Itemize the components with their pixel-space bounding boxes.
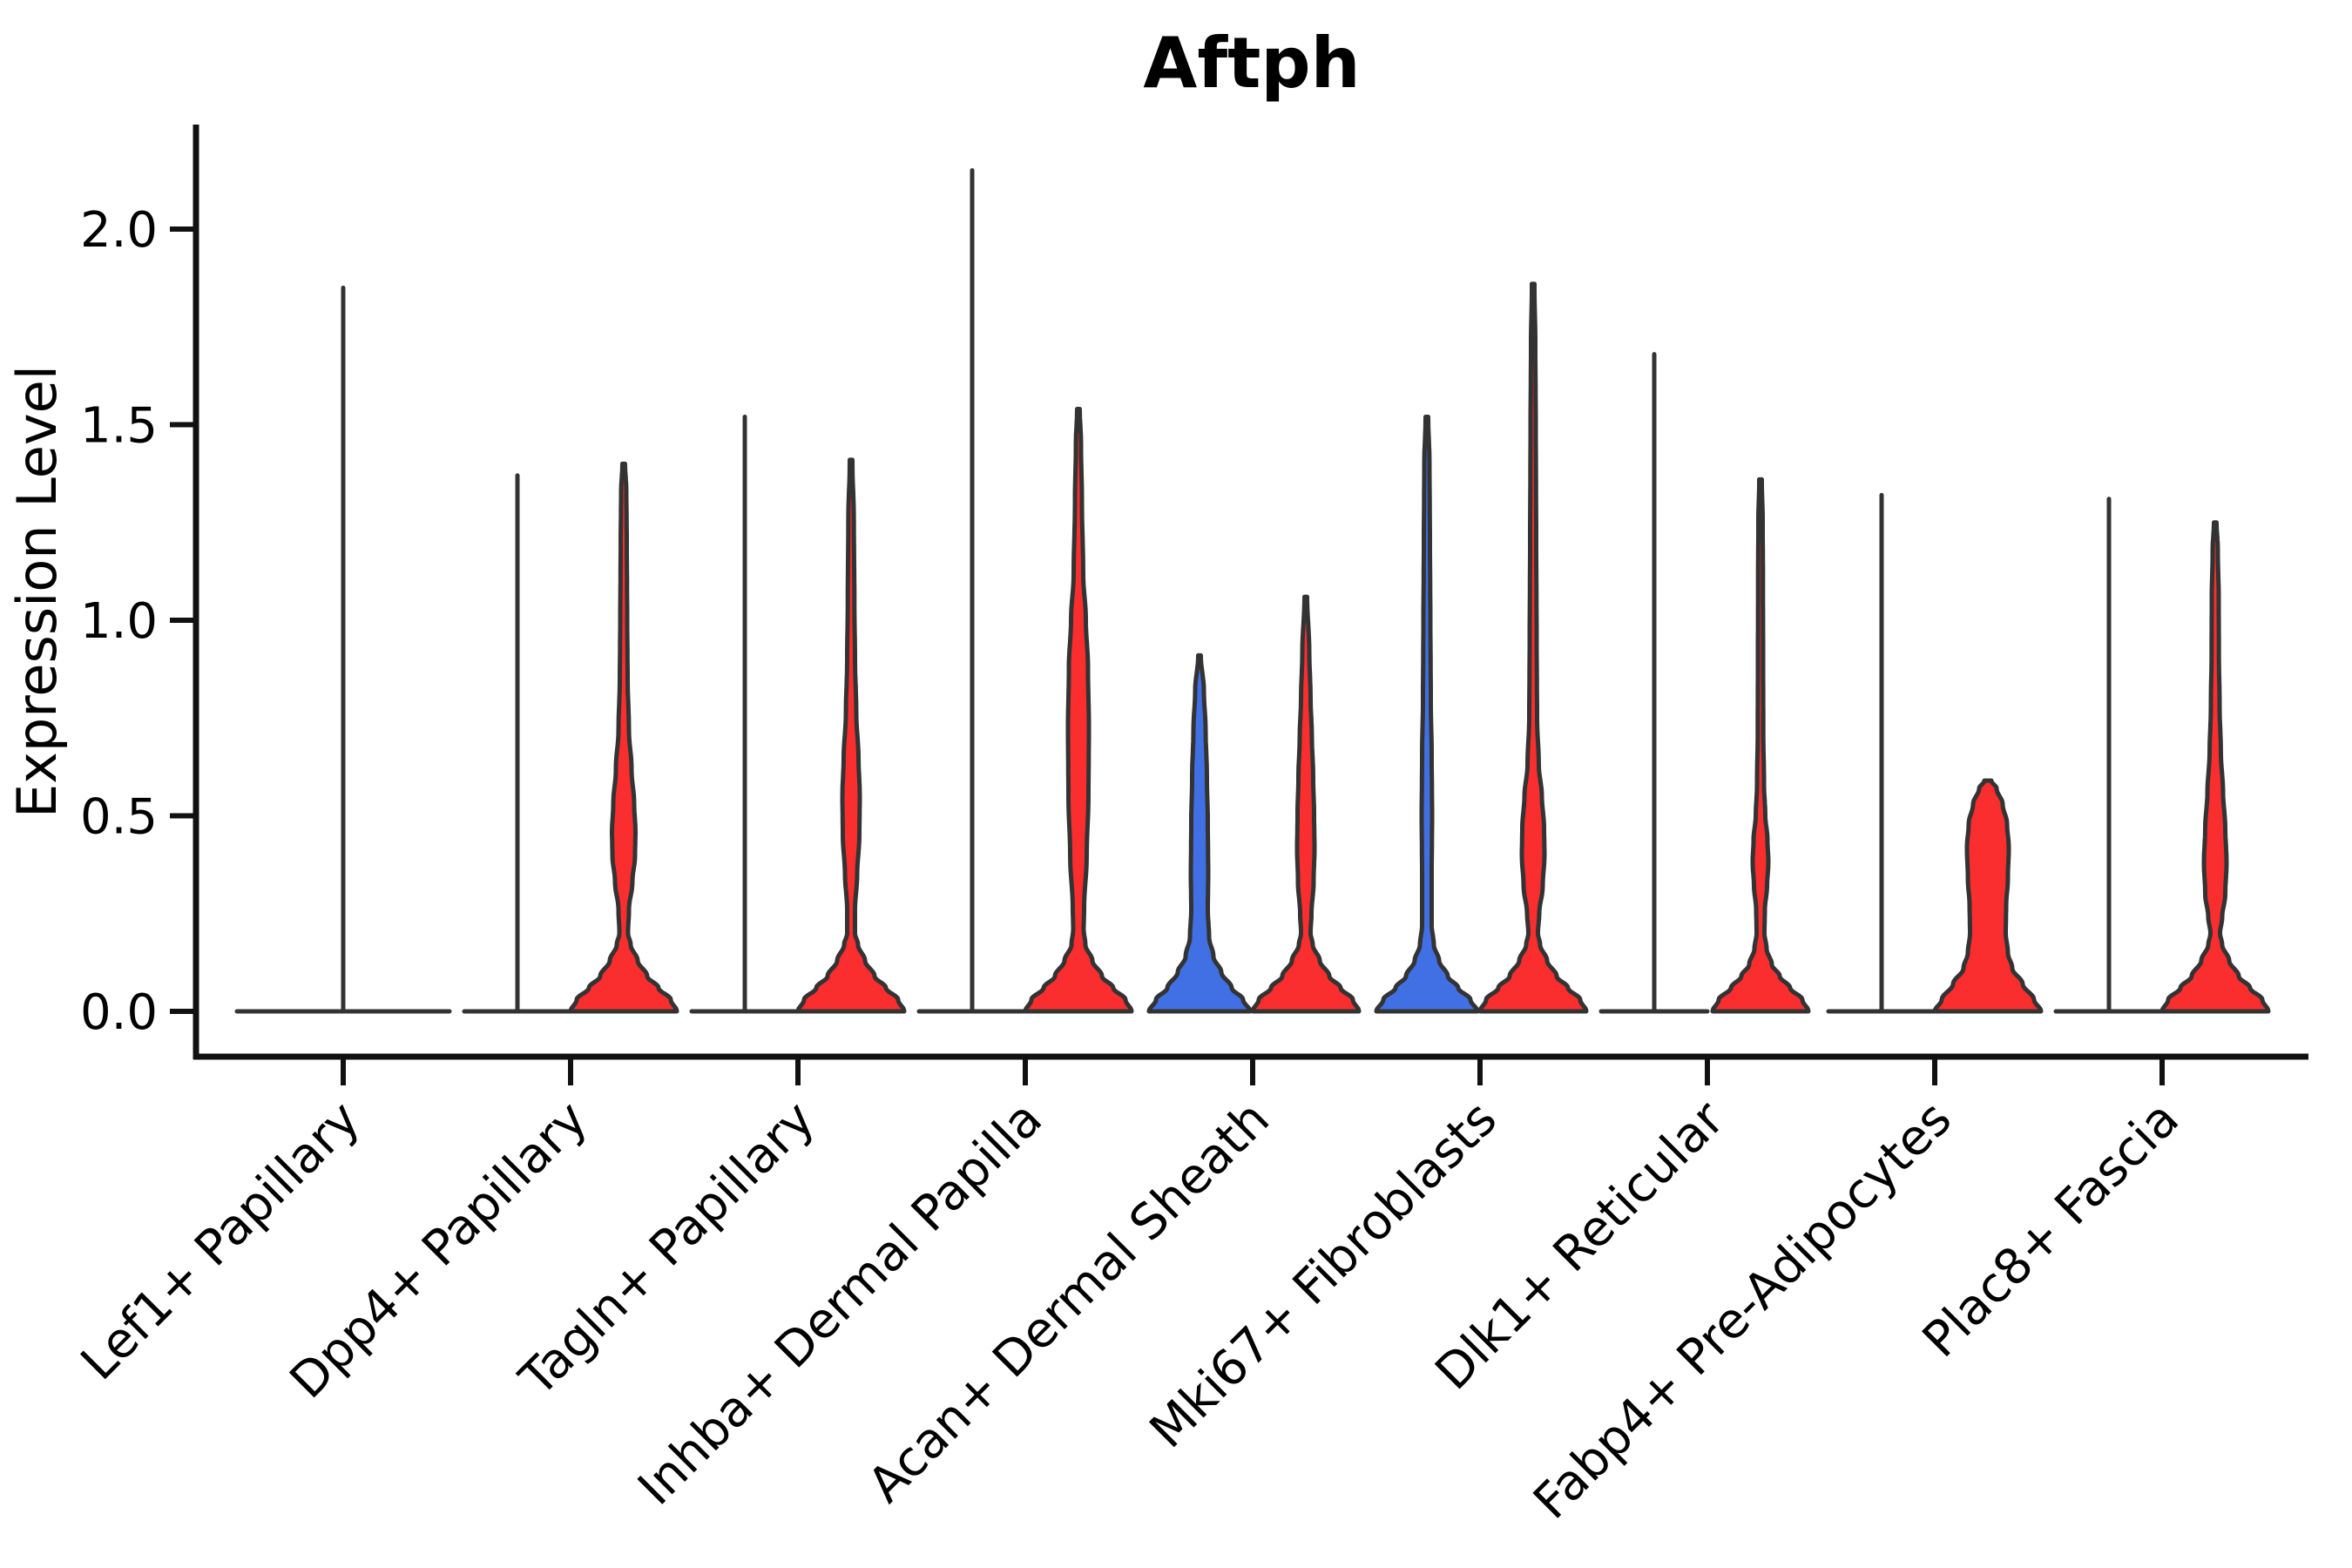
violin-red-Dlk1+ Reticular [1710, 476, 1811, 1014]
axis-labels: Aftph Expression Level [5, 23, 1361, 818]
y-tick-label: 2.0 [80, 202, 158, 259]
y-tick-label: 0.5 [80, 789, 158, 846]
y-axis-label: Expression Level [5, 365, 69, 818]
y-tick-label: 1.5 [80, 398, 158, 455]
y-tick-label: 0.0 [80, 984, 158, 1041]
violin-red-Acan+ Dermal Sheath [1250, 594, 1362, 1014]
violin-red-Dpp4+ Papillary [568, 461, 679, 1014]
violin-red-Inhba+ Dermal Papilla [1023, 407, 1134, 1014]
violin-flat-Dpp4+ Papillary [462, 473, 573, 1014]
x-tick-label-8: Fabp4+ Pre-Adipocytes [1523, 1091, 1963, 1531]
violin-blue-Acan+ Dermal Sheath [1146, 652, 1253, 1014]
violin-flat-Lef1+ Papillary [234, 285, 452, 1014]
violin-red-Tagln+ Papillary [795, 457, 907, 1014]
violin-red-Mki67+ Fibroblasts [1477, 281, 1589, 1014]
violins [234, 168, 2271, 1014]
x-tick-label-5: Acan+ Dermal Sheath [857, 1091, 1281, 1514]
x-tick-label-4: Inhba+ Dermal Papilla [627, 1091, 1053, 1517]
violin-flat-Dlk1+ Reticular [1598, 352, 1710, 1014]
violin-blue-Mki67+ Fibroblasts [1374, 415, 1480, 1014]
violin-red-Plac8+ Fascia [2159, 520, 2271, 1014]
violin-flat-Tagln+ Papillary [689, 415, 801, 1014]
violin-flat-Plac8+ Fascia [2053, 497, 2165, 1014]
violin-flat-Inhba+ Dermal Papilla [916, 168, 1028, 1014]
chart-title: Aftph [1143, 23, 1360, 104]
violin-red-Fabp4+ Pre-Adipocytes [1932, 778, 2044, 1014]
y-tick-label: 1.0 [80, 593, 158, 650]
violin-flat-Fabp4+ Pre-Adipocytes [1826, 492, 1937, 1014]
